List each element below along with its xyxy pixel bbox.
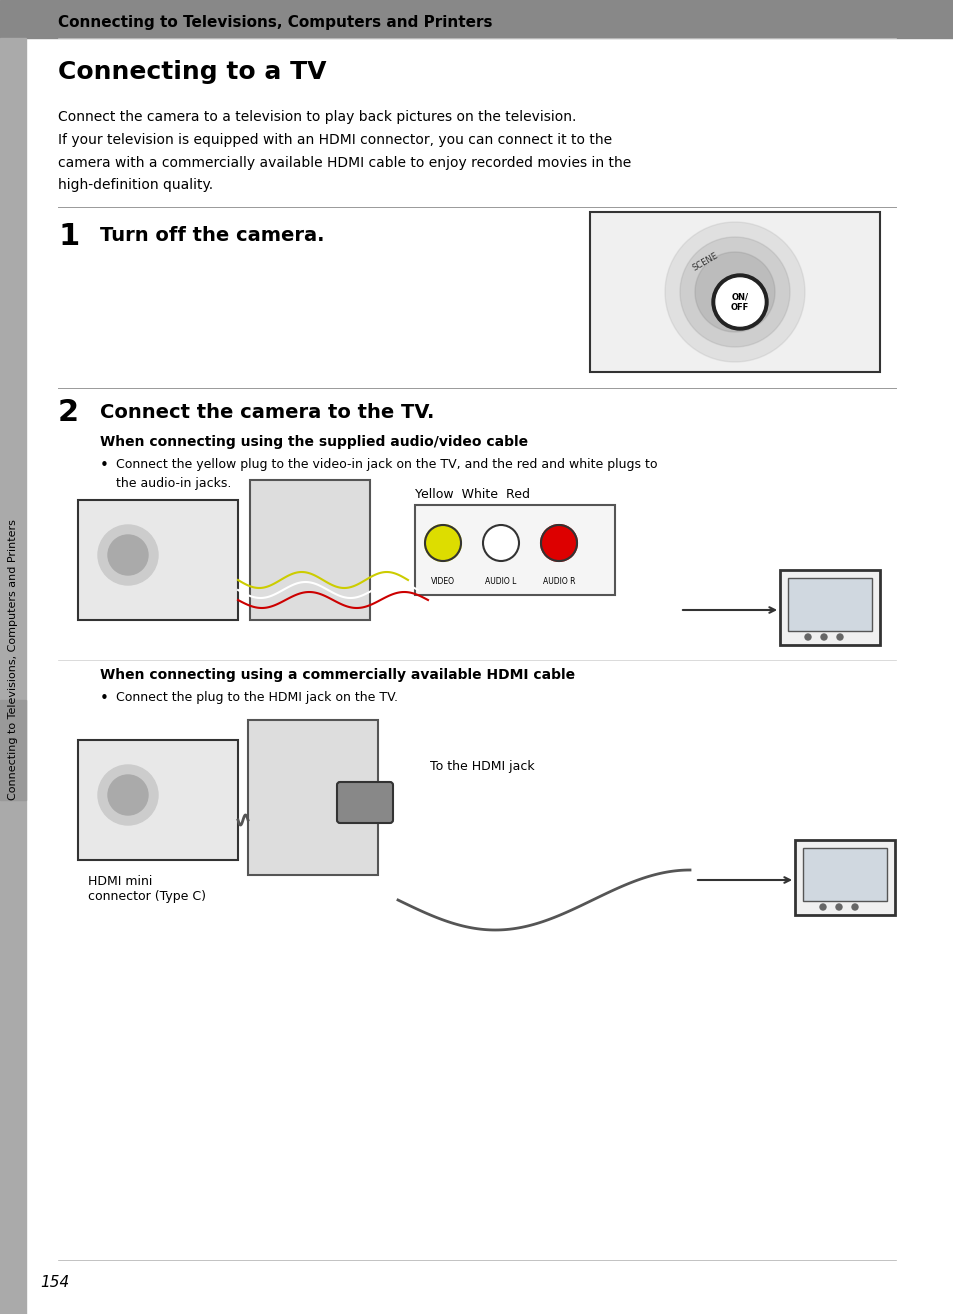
Bar [0, 700, 26, 800]
Text: ON/
OFF: ON/ OFF [730, 292, 748, 311]
Text: Connecting to Televisions, Computers and Printers: Connecting to Televisions, Computers and… [8, 519, 18, 800]
Text: Connect the camera to the TV.: Connect the camera to the TV. [100, 403, 434, 422]
Text: AUDIO R: AUDIO R [542, 577, 575, 586]
Circle shape [835, 904, 841, 911]
Bar [787, 578, 871, 631]
Text: VIDEO: VIDEO [431, 577, 455, 586]
Text: To the HDMI jack: To the HDMI jack [430, 759, 534, 773]
Circle shape [679, 237, 789, 347]
Text: 2: 2 [58, 398, 79, 427]
Circle shape [108, 535, 148, 576]
Bar [415, 505, 615, 595]
Text: Connecting to a TV: Connecting to a TV [58, 60, 326, 84]
Circle shape [108, 775, 148, 815]
Bar [78, 501, 237, 620]
Text: AUDIO L: AUDIO L [485, 577, 517, 586]
Circle shape [98, 765, 158, 825]
Bar [248, 720, 377, 875]
Circle shape [711, 275, 767, 330]
FancyBboxPatch shape [336, 782, 393, 823]
Text: Connect the camera to a television to play back pictures on the television.
If y: Connect the camera to a television to pl… [58, 110, 631, 192]
Circle shape [716, 279, 763, 326]
Circle shape [664, 222, 804, 361]
Text: 154: 154 [40, 1275, 70, 1290]
Circle shape [540, 526, 577, 561]
Text: Connecting to Televisions, Computers and Printers: Connecting to Televisions, Computers and… [58, 14, 492, 29]
Bar [0, 0, 953, 38]
Circle shape [482, 526, 518, 561]
Bar [0, 38, 26, 1314]
Text: Connect the plug to the HDMI jack on the TV.: Connect the plug to the HDMI jack on the… [116, 691, 397, 704]
Circle shape [98, 526, 158, 585]
Bar [78, 740, 237, 859]
Circle shape [804, 633, 810, 640]
Circle shape [695, 252, 774, 332]
Text: •: • [100, 459, 109, 473]
Circle shape [836, 633, 842, 640]
Circle shape [424, 526, 460, 561]
Text: Connect the yellow plug to the video-in jack on the TV, and the red and white pl: Connect the yellow plug to the video-in … [116, 459, 657, 490]
Text: HDMI mini
connector (Type C): HDMI mini connector (Type C) [88, 875, 206, 903]
Bar [250, 480, 370, 620]
Text: •: • [100, 691, 109, 706]
Text: Turn off the camera.: Turn off the camera. [100, 226, 324, 244]
Circle shape [851, 904, 857, 911]
Bar [589, 212, 879, 372]
Text: 1: 1 [58, 222, 79, 251]
Circle shape [820, 904, 825, 911]
Text: When connecting using the supplied audio/video cable: When connecting using the supplied audio… [100, 435, 528, 449]
Bar [802, 848, 886, 901]
Bar [780, 570, 879, 645]
Text: SCENE: SCENE [690, 251, 719, 273]
Bar [794, 840, 894, 915]
Text: When connecting using a commercially available HDMI cable: When connecting using a commercially ava… [100, 668, 575, 682]
Text: Yellow  White  Red: Yellow White Red [415, 487, 530, 501]
Circle shape [821, 633, 826, 640]
